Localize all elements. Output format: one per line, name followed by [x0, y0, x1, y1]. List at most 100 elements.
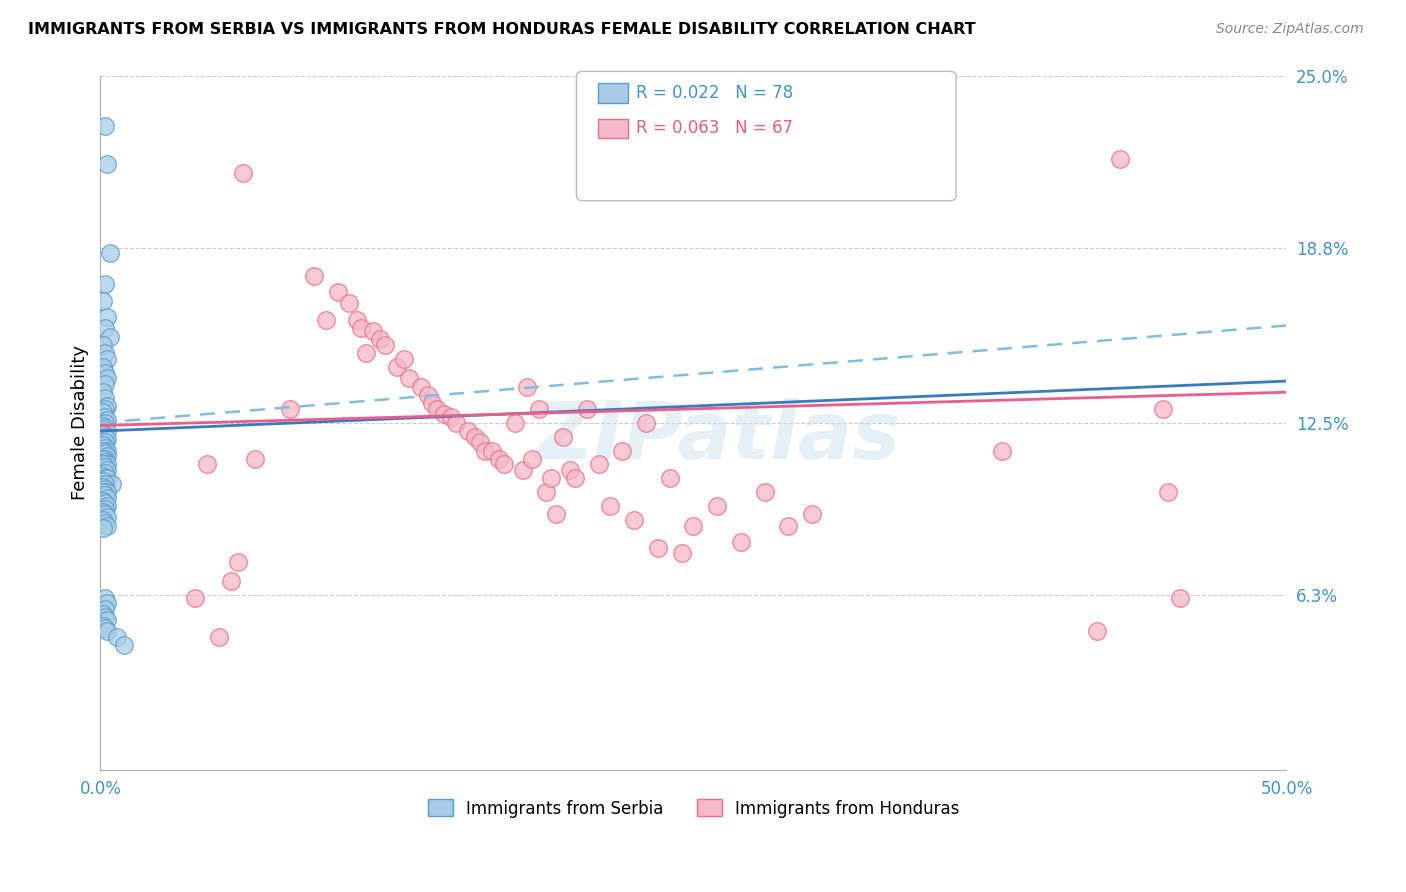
Point	[440, 410, 463, 425]
Point	[91, 404, 114, 418]
Point	[1168, 591, 1191, 605]
Point	[243, 451, 266, 466]
Point	[94, 496, 117, 510]
Point	[94, 446, 117, 460]
Point	[94, 410, 117, 425]
Point	[94, 430, 117, 444]
Point	[91, 293, 114, 308]
Point	[354, 346, 377, 360]
Point	[94, 501, 117, 516]
Point	[96, 485, 118, 500]
Point	[564, 471, 586, 485]
Point	[488, 451, 510, 466]
Point	[208, 630, 231, 644]
Point	[671, 546, 693, 560]
Text: ZIPatlas: ZIPatlas	[534, 398, 900, 475]
Point	[346, 313, 368, 327]
Point	[801, 508, 824, 522]
Text: IMMIGRANTS FROM SERBIA VS IMMIGRANTS FROM HONDURAS FEMALE DISABILITY CORRELATION: IMMIGRANTS FROM SERBIA VS IMMIGRANTS FRO…	[28, 22, 976, 37]
Point	[315, 313, 337, 327]
Point	[195, 458, 218, 472]
Point	[94, 435, 117, 450]
Point	[350, 321, 373, 335]
Point	[96, 449, 118, 463]
Point	[96, 443, 118, 458]
Point	[91, 521, 114, 535]
Point	[101, 476, 124, 491]
Point	[536, 485, 558, 500]
Point	[232, 166, 254, 180]
Point	[426, 401, 449, 416]
Point	[96, 424, 118, 438]
Y-axis label: Female Disability: Female Disability	[72, 345, 89, 500]
Point	[96, 463, 118, 477]
Point	[94, 441, 117, 455]
Point	[94, 460, 117, 475]
Point	[96, 433, 118, 447]
Point	[588, 458, 610, 472]
Point	[520, 451, 543, 466]
Point	[706, 499, 728, 513]
Point	[529, 401, 551, 416]
Point	[492, 458, 515, 472]
Point	[94, 277, 117, 291]
Point	[540, 471, 562, 485]
Point	[91, 438, 114, 452]
Point	[91, 458, 114, 472]
Point	[94, 119, 117, 133]
Point	[464, 430, 486, 444]
Point	[1157, 485, 1180, 500]
Point	[1152, 401, 1174, 416]
Point	[91, 426, 114, 441]
Point	[339, 296, 361, 310]
Legend: Immigrants from Serbia, Immigrants from Honduras: Immigrants from Serbia, Immigrants from …	[420, 793, 966, 824]
Point	[374, 338, 396, 352]
Point	[385, 360, 408, 375]
Point	[682, 518, 704, 533]
Point	[94, 401, 117, 416]
Point	[1085, 624, 1108, 639]
Point	[457, 424, 479, 438]
Point	[392, 351, 415, 366]
Point	[444, 416, 467, 430]
Point	[278, 401, 301, 416]
Point	[599, 499, 621, 513]
Point	[474, 443, 496, 458]
Point	[634, 416, 657, 430]
Point	[96, 510, 118, 524]
Point	[94, 416, 117, 430]
Point	[91, 418, 114, 433]
Point	[94, 508, 117, 522]
Point	[91, 513, 114, 527]
Point	[219, 574, 242, 588]
Point	[105, 630, 128, 644]
Point	[416, 388, 439, 402]
Point	[94, 346, 117, 360]
Point	[94, 602, 117, 616]
Point	[91, 385, 114, 400]
Point	[94, 591, 117, 605]
Point	[91, 338, 114, 352]
Point	[302, 268, 325, 283]
Point	[544, 508, 567, 522]
Text: R = 0.063   N = 67: R = 0.063 N = 67	[636, 120, 793, 137]
Point	[96, 596, 118, 610]
Point	[96, 157, 118, 171]
Point	[505, 416, 527, 430]
Point	[512, 463, 534, 477]
Point	[98, 329, 121, 343]
Point	[96, 310, 118, 325]
Point	[91, 443, 114, 458]
Point	[94, 451, 117, 466]
Point	[91, 474, 114, 488]
Point	[98, 246, 121, 260]
Point	[94, 366, 117, 380]
Point	[96, 371, 118, 385]
Point	[94, 455, 117, 469]
Point	[94, 483, 117, 497]
Point	[409, 379, 432, 393]
Point	[754, 485, 776, 500]
Point	[551, 430, 574, 444]
Point	[368, 333, 391, 347]
Point	[91, 505, 114, 519]
